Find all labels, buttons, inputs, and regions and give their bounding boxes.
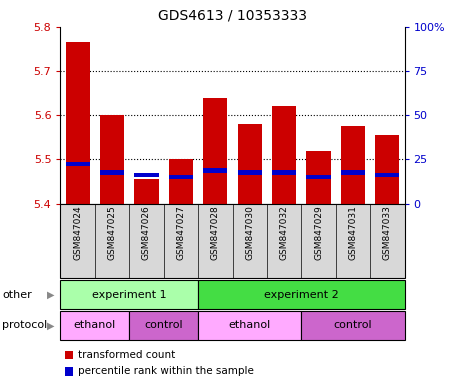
Bar [306,151,331,204]
Text: GSM847026: GSM847026 [142,205,151,260]
Bar [100,170,124,175]
Text: ▶: ▶ [47,290,55,300]
Text: control: control [333,320,372,331]
Title: GDS4613 / 10353333: GDS4613 / 10353333 [158,9,307,23]
Text: control: control [144,320,183,331]
Text: GSM847031: GSM847031 [348,205,358,260]
Bar [238,124,262,204]
Text: ▶: ▶ [47,320,55,331]
Bar [100,115,124,204]
Bar [134,173,159,177]
Bar [238,170,262,175]
Text: GSM847033: GSM847033 [383,205,392,260]
Bar [203,168,227,173]
Text: protocol: protocol [2,320,47,331]
Text: GSM847030: GSM847030 [245,205,254,260]
Bar [341,126,365,204]
Bar [341,170,365,175]
Text: transformed count: transformed count [78,350,175,360]
Text: GSM847032: GSM847032 [279,205,289,260]
Text: ethanol: ethanol [229,320,271,331]
Bar [134,179,159,204]
Bar [66,162,90,166]
Bar [272,170,296,175]
Bar [306,175,331,179]
Bar [272,106,296,204]
Text: GSM847027: GSM847027 [176,205,186,260]
Text: GSM847028: GSM847028 [211,205,220,260]
Text: experiment 2: experiment 2 [264,290,339,300]
Bar [375,135,399,204]
Text: GSM847025: GSM847025 [107,205,117,260]
Bar [375,173,399,177]
Text: GSM847029: GSM847029 [314,205,323,260]
Bar [203,98,227,204]
Text: experiment 1: experiment 1 [92,290,166,300]
Text: ethanol: ethanol [74,320,116,331]
Text: other: other [2,290,32,300]
Bar [169,175,193,179]
Bar [66,42,90,204]
Text: GSM847024: GSM847024 [73,205,82,260]
Bar [169,159,193,204]
Text: percentile rank within the sample: percentile rank within the sample [78,366,254,376]
